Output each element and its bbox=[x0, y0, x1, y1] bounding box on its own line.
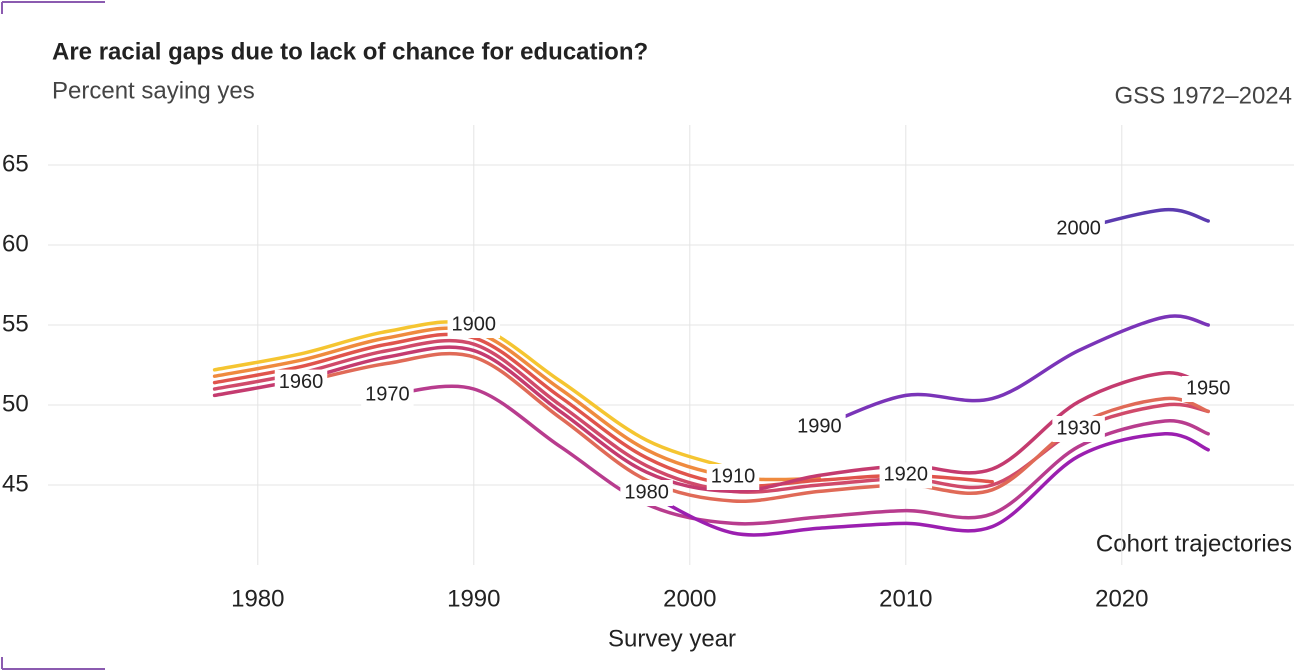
cohort-label: 1960 bbox=[279, 371, 324, 393]
cohort-label: 2000 bbox=[1056, 217, 1101, 239]
cohort-label-group: 2000 bbox=[1052, 216, 1105, 242]
x-tick-label: 2020 bbox=[1095, 585, 1148, 612]
cohort-label-group: 1900 bbox=[447, 312, 501, 338]
x-tick-label: 2000 bbox=[663, 585, 716, 612]
cohort-line bbox=[385, 384, 1210, 526]
label-background bbox=[1181, 376, 1235, 402]
y-tick-label: 45 bbox=[2, 470, 29, 497]
label-background bbox=[361, 382, 414, 409]
label-background bbox=[447, 312, 501, 338]
label-background bbox=[620, 480, 673, 506]
x-tick-label: 1980 bbox=[231, 585, 284, 612]
cohort-label: 1910 bbox=[711, 465, 756, 487]
y-tick-label: 55 bbox=[2, 310, 29, 337]
label-background bbox=[706, 464, 760, 490]
cohort-label-group: 1920 bbox=[879, 462, 933, 489]
cohort-label: 1920 bbox=[884, 464, 929, 486]
x-tick-label: 2010 bbox=[879, 585, 932, 612]
cohort-label-group: 1970 bbox=[361, 382, 414, 409]
cohort-label: 1900 bbox=[452, 313, 497, 335]
cohort-label-group: 1990 bbox=[793, 414, 846, 441]
chart-subtitle: Percent saying yes bbox=[52, 77, 255, 104]
corner-mark bbox=[1, 1, 105, 14]
x-tick-label: 1990 bbox=[447, 585, 500, 612]
source-label: GSS 1972–2024 bbox=[1115, 82, 1292, 109]
cohort-line bbox=[212, 345, 1210, 494]
cohort-label: 1950 bbox=[1186, 377, 1231, 399]
annotation: Cohort trajectories bbox=[1096, 530, 1292, 557]
label-background bbox=[793, 414, 846, 441]
label-background bbox=[1052, 216, 1105, 242]
cohort-label-group: 1910 bbox=[706, 464, 760, 490]
corner-mark bbox=[1, 657, 105, 670]
cohort-label-group: 1960 bbox=[274, 369, 328, 396]
cohort-label: 1970 bbox=[365, 384, 410, 406]
label-background bbox=[274, 369, 328, 396]
cohort-label-group: 1950 bbox=[1181, 376, 1235, 402]
chart-title: Are racial gaps due to lack of chance fo… bbox=[52, 38, 648, 65]
y-tick-label: 65 bbox=[2, 150, 29, 177]
cohort-line bbox=[644, 432, 1210, 537]
cohort-line bbox=[212, 332, 994, 488]
cohort-label-group: 1930 bbox=[1052, 416, 1105, 442]
y-tick-label: 60 bbox=[2, 230, 29, 257]
cohort-label-group: 1980 bbox=[620, 480, 673, 506]
cohort-label: 1990 bbox=[797, 416, 842, 438]
cohort-line bbox=[817, 314, 1210, 430]
label-background bbox=[879, 462, 933, 489]
y-tick-label: 50 bbox=[2, 390, 29, 417]
label-background bbox=[1052, 416, 1105, 442]
cohort-label: 1980 bbox=[624, 481, 669, 503]
x-axis-title: Survey year bbox=[608, 625, 736, 652]
cohort-label: 1930 bbox=[1056, 417, 1101, 439]
